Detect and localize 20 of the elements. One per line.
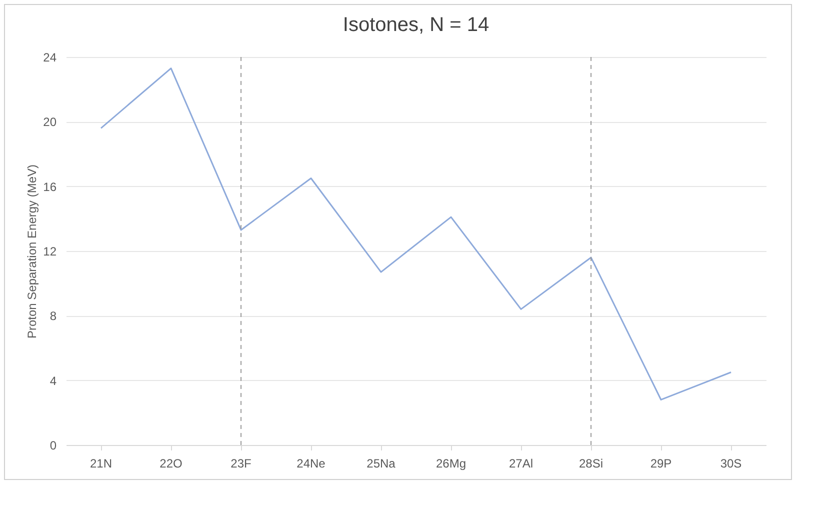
- x-tick-label: 26Mg: [436, 456, 466, 470]
- x-tick-label: 23F: [230, 456, 252, 470]
- x-tick-label: 28Si: [578, 456, 604, 470]
- x-tick-label: 27Al: [508, 456, 534, 470]
- y-axis-title: Proton Separation Energy (MeV): [25, 164, 40, 339]
- y-tick-label: 16: [43, 180, 57, 194]
- x-tick-label: 25Na: [366, 456, 396, 470]
- y-tick-label: 0: [50, 438, 57, 452]
- y-tick-label: 24: [43, 50, 57, 64]
- x-tick-label: 24Ne: [296, 456, 326, 470]
- y-tick-label: 8: [50, 309, 57, 324]
- x-tick-label: 29P: [650, 456, 672, 470]
- chart-title: Isotones, N = 14: [342, 14, 490, 36]
- y-tick-label: 12: [43, 244, 57, 258]
- x-tick-label: 22O: [160, 456, 182, 470]
- x-tick-label: 30S: [720, 456, 742, 470]
- line-series: [100, 68, 732, 400]
- x-tick-label: 21N: [90, 456, 112, 470]
- y-tick-label: 4: [50, 374, 57, 388]
- y-tick-label: 20: [43, 115, 57, 130]
